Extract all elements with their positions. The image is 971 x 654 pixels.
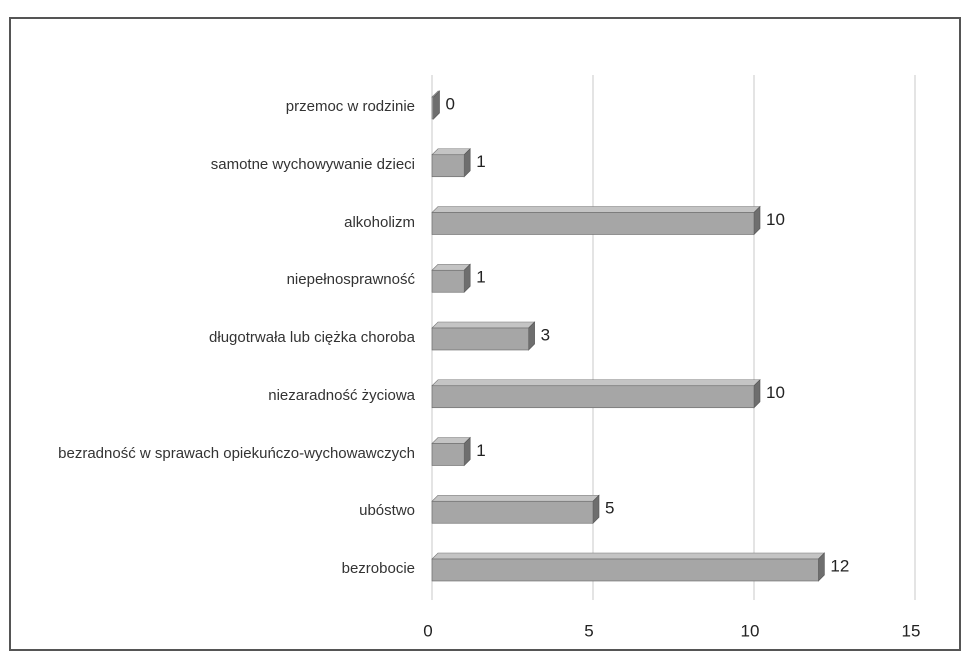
- data-label: 5: [605, 499, 614, 518]
- bar: [431, 96, 434, 120]
- y-tick-label: niepełnosprawność: [286, 271, 415, 289]
- bar: [431, 212, 755, 235]
- bar: [431, 385, 755, 409]
- bar-top: [431, 206, 761, 213]
- bar: [431, 327, 529, 351]
- data-label: 3: [541, 325, 550, 344]
- bar-top: [431, 494, 600, 502]
- y-tick-label: alkoholizm: [344, 213, 415, 231]
- y-tick-label: długotrwała lub ciężka choroba: [209, 329, 415, 346]
- chart-border: [9, 17, 961, 651]
- y-tick-label: ubóstwo: [359, 502, 415, 520]
- data-label: 12: [830, 556, 849, 575]
- x-tick-label: 0: [423, 621, 432, 640]
- y-tick-label: niezaradność życiowa: [268, 386, 415, 404]
- bar: [431, 558, 819, 582]
- bar: [431, 443, 465, 466]
- bar-top: [431, 148, 471, 156]
- data-label: 10: [766, 210, 785, 229]
- y-tick-label: samotne wychowywanie dzieci: [210, 155, 415, 173]
- x-tick-label: 10: [741, 621, 760, 640]
- data-label: 0: [446, 94, 455, 113]
- bar-top: [431, 263, 471, 271]
- bar: [431, 500, 594, 524]
- x-tick-label: 15: [902, 621, 921, 640]
- bar-top: [431, 437, 471, 444]
- data-label: 1: [476, 441, 485, 460]
- bar-top: [431, 321, 536, 329]
- y-tick-label: przemoc w rodzinie: [285, 98, 415, 115]
- data-label: 1: [476, 268, 485, 287]
- bar: [431, 154, 465, 178]
- data-label: 1: [476, 152, 485, 171]
- y-tick-label: bezrobocie: [341, 560, 415, 577]
- bar-top: [431, 552, 826, 560]
- x-tick-label: 5: [584, 621, 593, 640]
- bar: [431, 269, 465, 293]
- data-label: 10: [766, 383, 785, 402]
- y-tick-label: bezradność w sprawach opiekuńczo-wychowa…: [58, 444, 415, 462]
- bar-top: [431, 379, 761, 387]
